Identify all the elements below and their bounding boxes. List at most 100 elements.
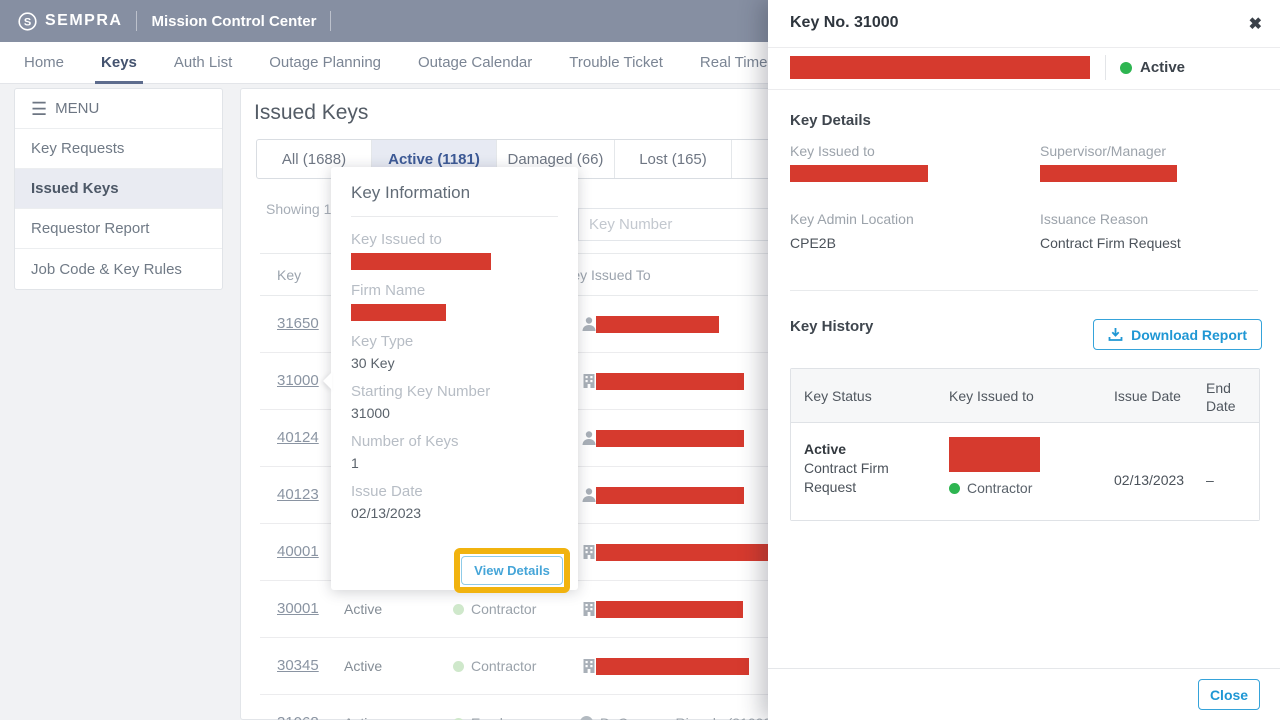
- table-row[interactable]: 40124: [260, 410, 1004, 467]
- nav-item-trouble-ticket[interactable]: Trouble Ticket: [569, 54, 663, 71]
- nav-item-keys[interactable]: Keys: [95, 42, 143, 84]
- holder-type-dot: [453, 661, 464, 672]
- key-details-heading: Key Details: [790, 112, 871, 129]
- label-issuance-reason: Issuance Reason: [1040, 211, 1149, 227]
- sidebar-item-issued-keys[interactable]: Issued Keys: [15, 169, 222, 209]
- tab-lost[interactable]: Lost (165): [615, 140, 732, 178]
- sidebar-menu-toggle[interactable]: ☰ MENU: [15, 89, 222, 129]
- key-history-table: Key Status Key Issued to Issue Date End …: [790, 368, 1260, 521]
- table-header: Key Key Issued To: [260, 253, 1004, 296]
- key-link[interactable]: 31000: [277, 372, 319, 389]
- topbar-divider-2: [330, 11, 332, 31]
- app-title: Mission Control Center: [151, 12, 317, 30]
- key-link[interactable]: 30345: [277, 657, 319, 674]
- popover-title: Key Information: [351, 183, 471, 202]
- page-title: Issued Keys: [254, 101, 369, 124]
- building-icon: [583, 545, 595, 559]
- key-link[interactable]: 40001: [277, 543, 319, 560]
- key-link[interactable]: 40123: [277, 486, 319, 503]
- key-status: Active: [344, 601, 383, 617]
- field-label-key-type: Key Type: [351, 333, 414, 350]
- key-link[interactable]: 40124: [277, 429, 319, 446]
- close-icon[interactable]: ✖: [1248, 16, 1262, 33]
- sempra-logo-icon: S: [18, 11, 37, 31]
- person-icon: [582, 431, 596, 445]
- redacted-value-bar: [351, 304, 446, 321]
- holder-type: Contractor: [471, 601, 537, 617]
- person-icon: [582, 488, 596, 502]
- key-link[interactable]: 31650: [277, 315, 319, 332]
- sidebar-menu-label: MENU: [55, 100, 100, 117]
- panel-title: Key No. 31000: [790, 14, 899, 31]
- key-issued-to-name: DeCamara, Ricardo (31000: [600, 715, 771, 720]
- person-status-dot: [580, 716, 593, 720]
- issued-keys-table: Key Key Issued To 31650 31000: [260, 253, 1004, 720]
- field-label-starting-key-number: Starting Key Number: [351, 383, 491, 400]
- sidebar-item-key-requests[interactable]: Key Requests: [15, 129, 222, 169]
- redacted-name-block: [949, 437, 1040, 472]
- redacted-name-bar: [596, 430, 744, 447]
- holder-type: Employee: [471, 715, 533, 720]
- brand-name: SEMPRA: [45, 12, 123, 29]
- column-header-key: Key: [277, 267, 302, 283]
- popover-divider: [351, 216, 558, 217]
- annotation-highlight-box: View Details: [454, 548, 570, 593]
- showing-count-text: Showing 1 -: [266, 201, 340, 217]
- history-col-issue-date: Issue Date: [1114, 388, 1181, 404]
- history-holder-type: Contractor: [949, 480, 1032, 496]
- panel-footer: Close: [768, 668, 1280, 720]
- hamburger-icon: ☰: [31, 98, 48, 119]
- nav-item-auth-list[interactable]: Auth List: [173, 54, 233, 71]
- history-key-status: Active Contract Firm Request: [804, 440, 919, 497]
- active-status-dot: [1120, 61, 1132, 74]
- brand: S SEMPRA: [18, 11, 123, 31]
- panel-subheader: Active: [768, 48, 1280, 90]
- redacted-name-bar: [596, 544, 781, 561]
- key-status: Active: [344, 715, 382, 720]
- redacted-name-bar: [596, 487, 744, 504]
- label-key-admin-location: Key Admin Location: [790, 211, 914, 227]
- history-issue-date: 02/13/2023: [1114, 472, 1185, 488]
- table-row[interactable]: 30001 Active Contractor: [260, 581, 1004, 638]
- building-icon: [583, 659, 595, 673]
- history-status-value: Active: [804, 441, 847, 457]
- field-value-number-of-keys: 1: [351, 455, 359, 471]
- table-row[interactable]: 40001: [260, 524, 1004, 581]
- download-report-button[interactable]: Download Report: [1093, 319, 1262, 350]
- table-row[interactable]: 31000: [260, 353, 1004, 410]
- column-header-key-issued-to: Key Issued To: [563, 267, 651, 283]
- topbar-divider: [136, 11, 138, 31]
- table-row[interactable]: 31068 Active Employee DeCamara, Ricardo …: [260, 695, 1004, 720]
- building-icon: [583, 602, 595, 616]
- key-link[interactable]: 30001: [277, 600, 319, 617]
- tab-all[interactable]: All (1688): [257, 140, 372, 178]
- field-value-issue-date: 02/13/2023: [351, 505, 422, 521]
- status-badge: Active: [1120, 59, 1185, 76]
- key-information-popover: Key Information Key Issued to Firm Name …: [323, 167, 578, 593]
- key-status: Active: [344, 658, 383, 674]
- field-label-number-of-keys: Number of Keys: [351, 433, 459, 450]
- subheader-divider: [1105, 55, 1106, 80]
- download-report-label: Download Report: [1131, 326, 1247, 343]
- tab-damaged[interactable]: Damaged (66): [497, 140, 615, 178]
- key-link[interactable]: 31068: [277, 714, 319, 720]
- table-row[interactable]: 40123: [260, 467, 1004, 524]
- key-history-heading: Key History: [790, 318, 874, 335]
- label-key-issued-to: Key Issued to: [790, 143, 875, 159]
- redacted-value-bar: [351, 253, 491, 270]
- table-row[interactable]: 31650: [260, 296, 1004, 353]
- nav-item-outage-planning[interactable]: Outage Planning: [269, 54, 382, 71]
- search-input[interactable]: [579, 216, 798, 233]
- sidebar-item-requestor-report[interactable]: Requestor Report: [15, 209, 222, 249]
- view-details-button[interactable]: View Details: [461, 556, 563, 585]
- sidebar-item-job-code-key-rules[interactable]: Job Code & Key Rules: [31, 260, 182, 278]
- active-status-label: Active: [1140, 59, 1186, 76]
- nav-item-home[interactable]: Home: [24, 54, 65, 71]
- close-button[interactable]: Close: [1198, 679, 1260, 710]
- nav-item-outage-calendar[interactable]: Outage Calendar: [418, 54, 533, 71]
- table-row[interactable]: 30345 Active Contractor: [260, 638, 1004, 695]
- key-detail-panel: Key No. 31000 ✖ Active Key Details Key I…: [768, 0, 1280, 720]
- field-label-key-issued-to: Key Issued to: [351, 231, 442, 248]
- field-value-key-type: 30 Key: [351, 355, 395, 371]
